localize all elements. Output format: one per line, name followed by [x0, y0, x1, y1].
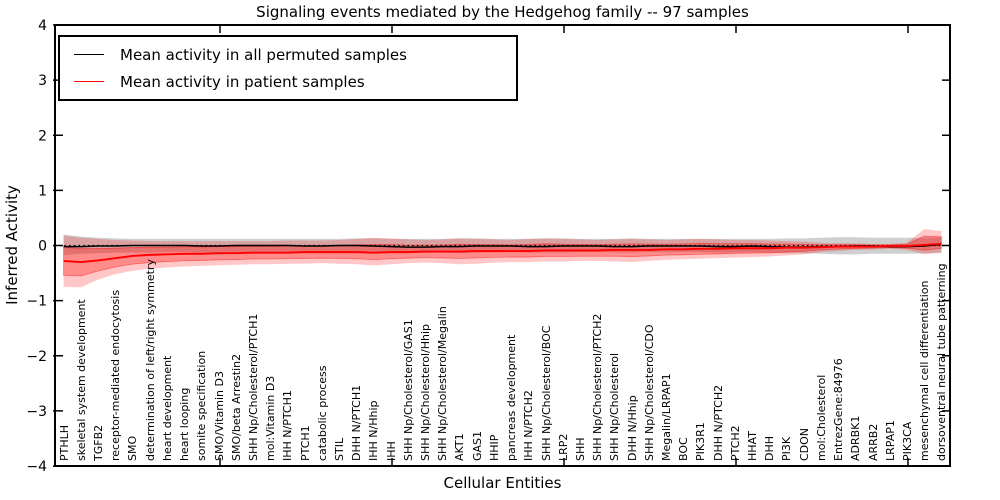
- y-tick-label: 4: [38, 18, 47, 34]
- legend-item-patient: Mean activity in patient samples: [74, 73, 502, 91]
- y-tick-label: 1: [38, 183, 47, 199]
- patient-std-band-outer: [63, 228, 942, 288]
- y-tick-label: −3: [26, 404, 47, 420]
- x-axis-label: Cellular Entities: [443, 474, 562, 492]
- legend-item-permuted: Mean activity in all permuted samples: [74, 46, 502, 64]
- chart-title: Signaling events mediated by the Hedgeho…: [256, 3, 749, 21]
- patient-line-icon: [74, 81, 104, 82]
- y-axis-label: Inferred Activity: [3, 185, 21, 305]
- y-tick-label: 2: [38, 128, 47, 144]
- y-tick-label: −1: [26, 294, 47, 310]
- y-tick-label: −4: [26, 459, 47, 475]
- patient-mean-line: [63, 242, 942, 263]
- y-tick-label: 3: [38, 73, 47, 89]
- legend-label-permuted: Mean activity in all permuted samples: [120, 45, 407, 64]
- y-tick-label: −2: [26, 349, 47, 365]
- permuted-line-icon: [74, 54, 104, 55]
- legend-label-patient: Mean activity in patient samples: [120, 72, 365, 91]
- y-tick-label: 0: [38, 239, 47, 255]
- legend: Mean activity in all permuted samples Me…: [58, 35, 518, 101]
